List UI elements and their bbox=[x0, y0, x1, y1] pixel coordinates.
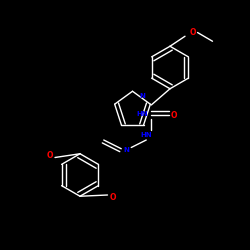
Text: O: O bbox=[109, 193, 116, 202]
Text: O: O bbox=[47, 150, 53, 160]
Text: N: N bbox=[123, 147, 129, 153]
Text: HN: HN bbox=[140, 132, 152, 138]
Text: HN: HN bbox=[137, 111, 148, 117]
Text: O: O bbox=[170, 110, 177, 120]
Text: N: N bbox=[140, 93, 145, 99]
Text: O: O bbox=[189, 28, 196, 37]
